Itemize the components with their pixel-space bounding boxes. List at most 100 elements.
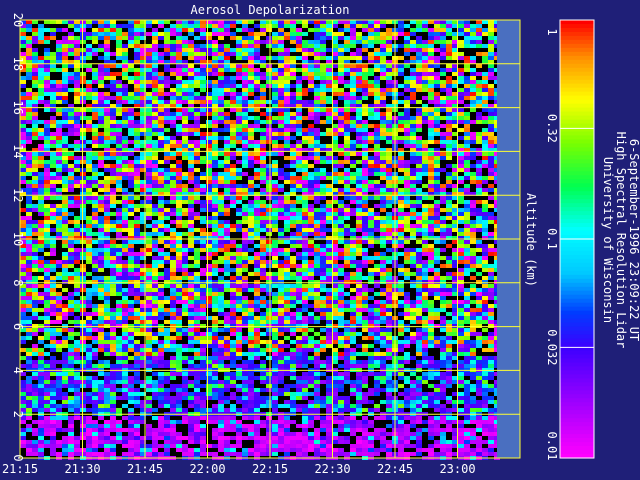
heatmap-cell <box>404 24 410 28</box>
heatmap-cell <box>260 164 266 168</box>
heatmap-cell <box>206 304 212 308</box>
heatmap-cell <box>290 208 296 212</box>
heatmap-cell <box>452 124 458 128</box>
heatmap-cell <box>452 304 458 308</box>
heatmap-cell <box>272 220 278 224</box>
heatmap-cell <box>338 64 344 68</box>
heatmap-cell <box>116 152 122 156</box>
heatmap-cell <box>284 108 290 112</box>
heatmap-cell <box>68 168 74 172</box>
heatmap-cell <box>476 316 482 320</box>
heatmap-cell <box>404 216 410 220</box>
heatmap-cell <box>320 272 326 276</box>
heatmap-cell <box>326 312 332 316</box>
heatmap-cell <box>422 68 428 72</box>
heatmap-cell <box>200 80 206 84</box>
heatmap-cell <box>152 100 158 104</box>
heatmap-cell <box>368 232 374 236</box>
heatmap-cell <box>122 92 128 96</box>
heatmap-cell <box>176 208 182 212</box>
heatmap-cell <box>230 156 236 160</box>
heatmap-cell <box>422 148 428 152</box>
heatmap-cell <box>260 176 266 180</box>
heatmap-cell <box>416 272 422 276</box>
heatmap-cell <box>236 128 242 132</box>
heatmap-cell <box>68 312 74 316</box>
heatmap-cell <box>146 236 152 240</box>
heatmap-cell <box>326 292 332 296</box>
heatmap-cell <box>206 316 212 320</box>
heatmap-cell <box>134 132 140 136</box>
heatmap-cell <box>446 100 452 104</box>
heatmap-cell <box>404 204 410 208</box>
heatmap-cell <box>50 196 56 200</box>
heatmap-cell <box>464 220 470 224</box>
heatmap-cell <box>56 44 62 48</box>
heatmap-cell <box>368 24 374 28</box>
heatmap-cell <box>146 176 152 180</box>
heatmap-cell <box>104 264 110 268</box>
heatmap-cell <box>38 56 44 60</box>
heatmap-cell <box>326 216 332 220</box>
heatmap-cell <box>314 208 320 212</box>
heatmap-cell <box>320 76 326 80</box>
heatmap-cell <box>410 120 416 124</box>
heatmap-cell <box>380 156 386 160</box>
heatmap-cell <box>452 184 458 188</box>
heatmap-cell <box>74 220 80 224</box>
heatmap-cell <box>206 288 212 292</box>
heatmap-cell <box>320 192 326 196</box>
heatmap-cell <box>470 96 476 100</box>
heatmap-cell <box>416 176 422 180</box>
heatmap-cell <box>158 236 164 240</box>
heatmap-cell <box>290 84 296 88</box>
heatmap-cell <box>164 312 170 316</box>
heatmap-cell <box>218 136 224 140</box>
heatmap-cell <box>146 136 152 140</box>
heatmap-cell <box>266 188 272 192</box>
heatmap-cell <box>62 216 68 220</box>
heatmap-cell <box>332 192 338 196</box>
heatmap-cell <box>476 88 482 92</box>
heatmap-cell <box>398 216 404 220</box>
heatmap-cell <box>332 312 338 316</box>
heatmap-cell <box>176 308 182 312</box>
heatmap-cell <box>332 292 338 296</box>
heatmap-cell <box>368 44 374 48</box>
heatmap-cell <box>116 260 122 264</box>
heatmap-cell <box>464 292 470 296</box>
heatmap-cell <box>362 164 368 168</box>
heatmap-cell <box>236 316 242 320</box>
heatmap-cell <box>170 312 176 316</box>
heatmap-cell <box>260 64 266 68</box>
heatmap-cell <box>326 96 332 100</box>
heatmap-cell <box>182 304 188 308</box>
heatmap-cell <box>248 300 254 304</box>
heatmap-cell <box>266 68 272 72</box>
heatmap-cell <box>176 96 182 100</box>
heatmap-cell <box>314 136 320 140</box>
heatmap-cell <box>20 316 26 320</box>
heatmap-cell <box>92 104 98 108</box>
heatmap-cell <box>416 276 422 280</box>
heatmap-cell <box>164 136 170 140</box>
heatmap-cell <box>50 304 56 308</box>
heatmap-cell <box>242 164 248 168</box>
heatmap-cell <box>182 24 188 28</box>
heatmap-cell <box>278 284 284 288</box>
heatmap-cell <box>266 196 272 200</box>
heatmap-cell <box>440 152 446 156</box>
heatmap-cell <box>338 112 344 116</box>
heatmap-cell <box>422 140 428 144</box>
heatmap-cell <box>200 308 206 312</box>
heatmap-cell <box>350 248 356 252</box>
heatmap-cell <box>266 176 272 180</box>
heatmap-cell <box>404 184 410 188</box>
heatmap-cell <box>410 188 416 192</box>
heatmap-cell <box>326 300 332 304</box>
heatmap-cell <box>290 232 296 236</box>
heatmap-cell <box>32 68 38 72</box>
heatmap-cell <box>248 60 254 64</box>
heatmap-cell <box>452 100 458 104</box>
heatmap-cell <box>374 196 380 200</box>
